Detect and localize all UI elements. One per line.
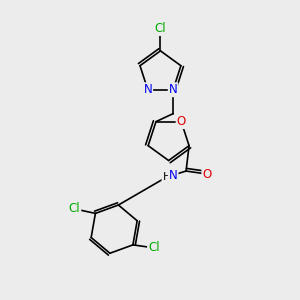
Text: Cl: Cl [148, 242, 160, 254]
Text: Cl: Cl [69, 202, 80, 215]
Text: N: N [169, 83, 178, 96]
Text: N: N [143, 83, 152, 96]
Text: N: N [169, 169, 178, 182]
Text: Cl: Cl [154, 22, 166, 35]
Text: O: O [177, 115, 186, 128]
Text: H: H [163, 172, 171, 182]
Text: O: O [202, 167, 212, 181]
